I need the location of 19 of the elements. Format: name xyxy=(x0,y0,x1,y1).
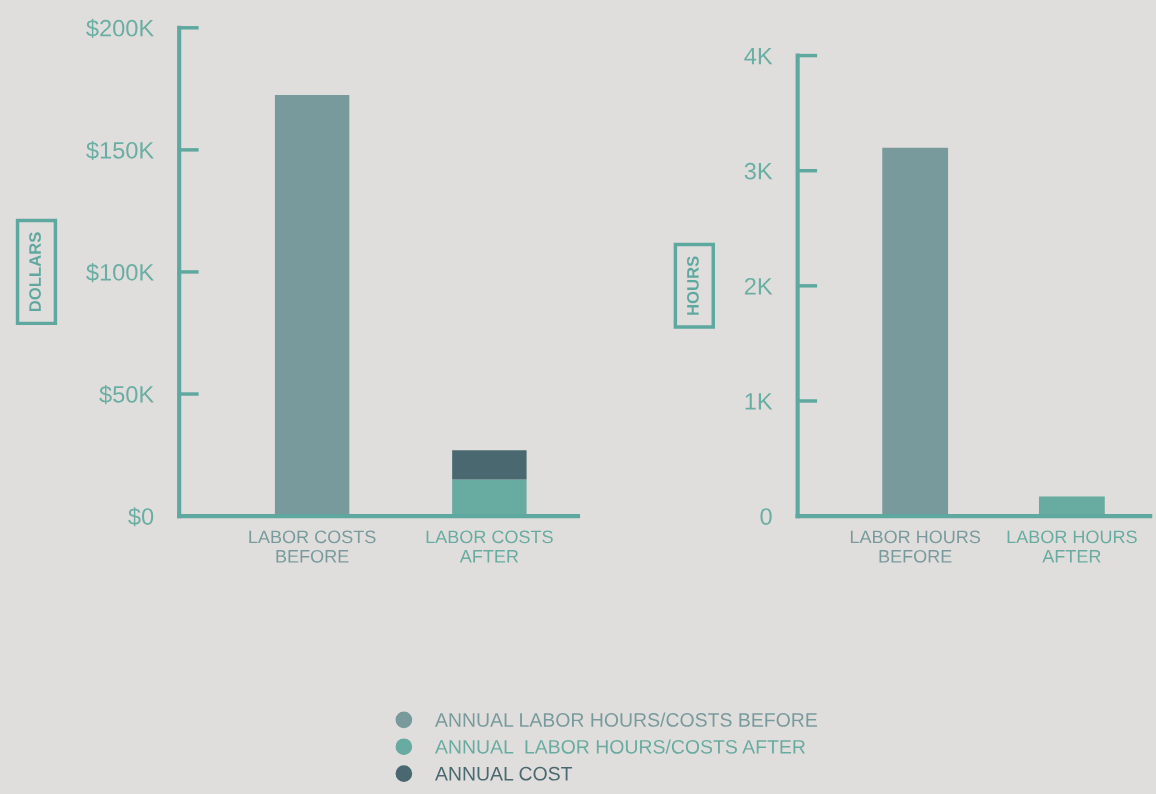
x-tick-label: LABOR COSTS BEFORE xyxy=(249,530,376,563)
y-tick-label: 1K xyxy=(745,393,773,410)
x-tick-label: LABOR HOURS AFTER xyxy=(1007,530,1137,563)
y-axis-title: HOURS xyxy=(687,256,699,315)
y-tick-label: 4K xyxy=(744,47,773,65)
x-tick-label: LABOR COSTS AFTER xyxy=(426,530,553,563)
y-tick-label: 3K xyxy=(744,162,773,180)
x-tick-label: LABOR HOURS BEFORE xyxy=(850,530,981,563)
legend-label: ANNUAL LABOR HOURS/COSTS BEFORE xyxy=(435,712,817,727)
y-tick-label: 0 xyxy=(760,508,772,525)
y-tick-label: $50K xyxy=(99,385,154,405)
legend-label: ANNUAL COST xyxy=(435,766,573,781)
y-tick-label: $0 xyxy=(128,507,154,527)
y-tick-label: $100K xyxy=(86,263,154,283)
y-axis-title: DOLLARS xyxy=(29,232,41,312)
y-tick-label: $200K xyxy=(86,18,154,38)
y-tick-label: $150K xyxy=(86,140,154,161)
y-tick-label: 2K xyxy=(744,277,773,295)
legend-label: ANNUAL LABOR HOURS/COSTS AFTER xyxy=(435,739,806,754)
